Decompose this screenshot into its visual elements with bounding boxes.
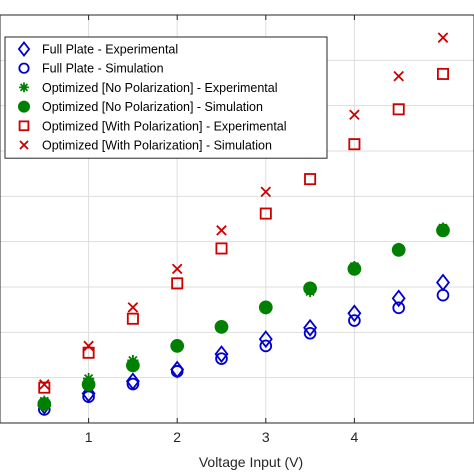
data-point [436, 223, 450, 238]
data-point [170, 365, 184, 378]
data-point [348, 314, 361, 327]
plot-area-frame [0, 14, 474, 424]
legend-box [4, 36, 328, 159]
data-point [258, 300, 273, 315]
data-point [83, 340, 94, 352]
data-point [38, 381, 51, 394]
data-point [303, 318, 318, 337]
legend-label: Optimized [No Polarization] - Simulation [42, 100, 263, 114]
data-point [37, 397, 52, 411]
legend-entry: Full Plate - Simulation [18, 62, 164, 76]
data-point [393, 70, 404, 82]
data-point [39, 379, 50, 390]
data-point [391, 289, 406, 308]
data-point [436, 288, 450, 302]
x-tick-label: 1 [85, 429, 93, 445]
data-point [82, 346, 95, 359]
series-group [38, 67, 449, 394]
data-point [392, 103, 405, 116]
data-point [171, 263, 183, 275]
data-point [126, 377, 140, 391]
data-point [214, 320, 229, 334]
legend-label: Optimized [With Polarization] - Experime… [42, 119, 287, 133]
data-point [171, 277, 184, 290]
data-point [259, 207, 272, 220]
data-point [126, 358, 140, 373]
series-group [38, 222, 449, 407]
series-group [37, 223, 450, 411]
data-point [348, 138, 361, 151]
legend-label: Optimized [No Polarization] - Experiment… [42, 81, 278, 95]
data-point [347, 261, 362, 276]
data-point [260, 186, 272, 198]
legend-marker [18, 120, 30, 132]
data-point [347, 304, 362, 323]
legend-label: Full Plate - Simulation [42, 62, 164, 76]
legend-entry: Optimized [No Polarization] - Experiment… [19, 81, 278, 95]
legend: Full Plate - Experimental Full Plate - Si… [4, 36, 328, 159]
data-point [81, 377, 96, 392]
data-point [127, 302, 139, 313]
legend-label: Full Plate - Experimental [42, 43, 178, 57]
data-point [304, 173, 317, 186]
legend-entry: Full Plate - Experimental [17, 41, 178, 57]
x-tick-label: 4 [350, 429, 358, 445]
data-point [303, 281, 317, 296]
data-point [258, 330, 273, 349]
legend-label: Optimized [With Polarization] - Simulati… [42, 139, 272, 153]
data-point [81, 384, 96, 403]
legend-marker [17, 100, 31, 113]
legend-marker [17, 41, 31, 57]
legend-marker [19, 140, 29, 150]
data-point [216, 225, 227, 236]
legend-entry: Optimized [No Polarization] - Simulation [17, 100, 263, 114]
data-point [215, 352, 228, 365]
series-group [39, 32, 449, 390]
series-group [37, 288, 450, 416]
legend-entry: Optimized [With Polarization] - Simulati… [19, 139, 272, 153]
x-tick-label: 3 [262, 429, 270, 445]
data-point [436, 67, 449, 80]
series-group [37, 273, 450, 415]
data-point [259, 339, 273, 353]
x-tick-label: 2 [173, 429, 181, 445]
data-series [37, 32, 450, 416]
data-point [435, 273, 450, 292]
data-point [126, 312, 139, 325]
data-point [170, 339, 185, 353]
x-axis-label: Voltage Input (V) [199, 454, 303, 470]
data-point [349, 109, 360, 121]
data-point [214, 345, 229, 364]
x-axis-ticks: 1 2 3 4 [85, 15, 358, 445]
data-point [392, 301, 405, 315]
data-point [303, 326, 317, 340]
legend-entry: Optimized [With Polarization] - Experime… [18, 119, 287, 133]
data-point [437, 32, 449, 43]
data-point [215, 242, 228, 255]
legend-marker [19, 82, 29, 93]
legend-marker [18, 62, 30, 74]
data-point [391, 242, 406, 257]
